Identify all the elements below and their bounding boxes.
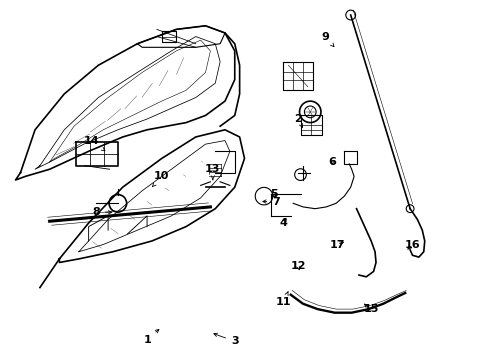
- Text: 7: 7: [262, 197, 280, 207]
- Text: 1: 1: [143, 329, 159, 345]
- Text: 10: 10: [152, 171, 169, 186]
- Text: 9: 9: [320, 32, 333, 47]
- Text: 15: 15: [363, 304, 378, 314]
- Text: 5: 5: [269, 189, 277, 199]
- Text: 11: 11: [275, 292, 291, 307]
- Text: 17: 17: [328, 239, 344, 249]
- Text: 3: 3: [213, 333, 238, 346]
- Text: 6: 6: [327, 157, 335, 167]
- Text: 12: 12: [290, 261, 305, 271]
- Text: 8: 8: [92, 207, 111, 217]
- Text: 2: 2: [294, 114, 302, 127]
- Text: 4: 4: [279, 218, 287, 228]
- Text: 14: 14: [83, 136, 105, 151]
- Text: 16: 16: [404, 239, 420, 249]
- Text: 13: 13: [205, 164, 220, 180]
